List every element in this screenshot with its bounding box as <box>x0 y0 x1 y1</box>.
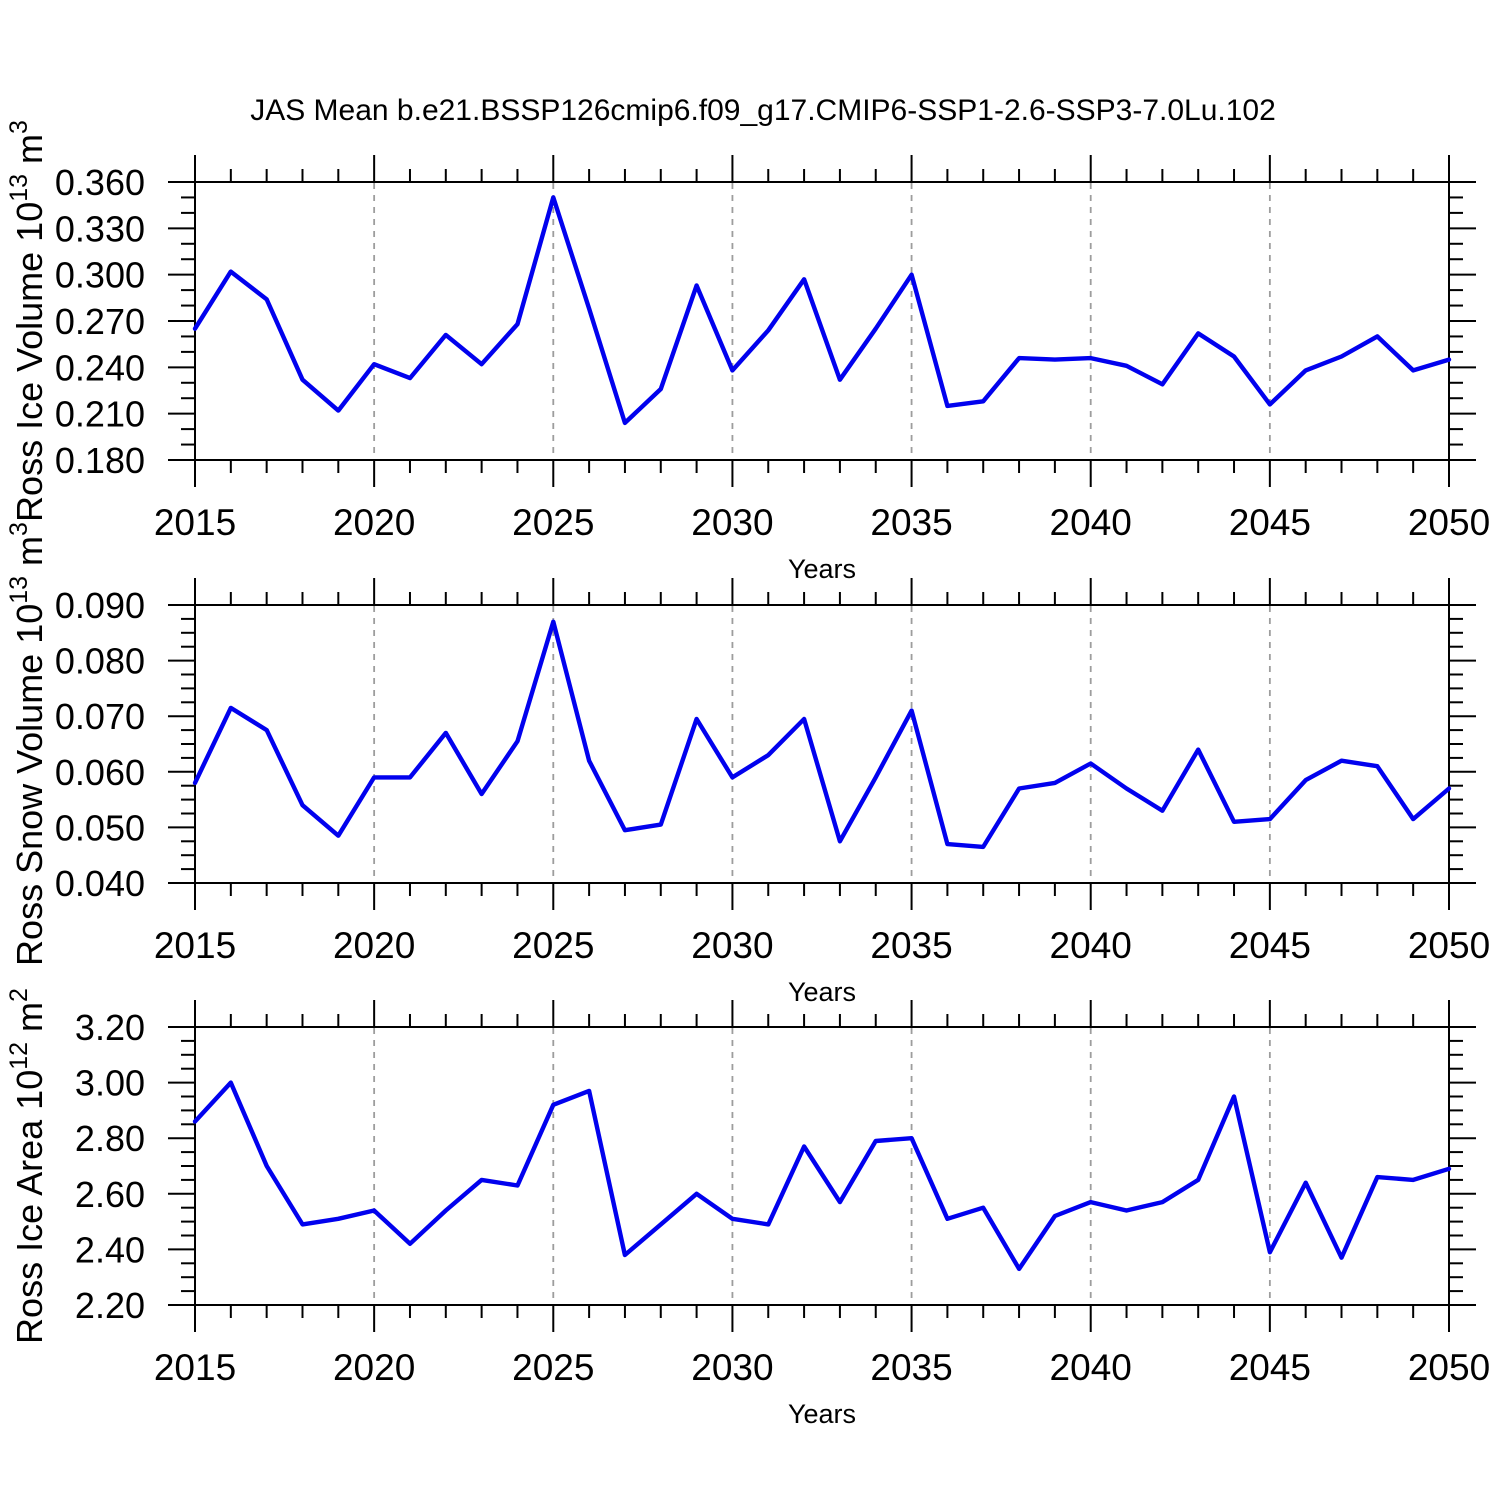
y-tick-label: 0.330 <box>55 208 145 249</box>
y-tick-label: 2.60 <box>75 1174 145 1215</box>
y-axis-title-text: Ross Ice Volume 10 <box>9 202 50 522</box>
y-axis-title-superscript: 2 <box>5 988 33 1002</box>
panel-ross-ice-area: 2.20 2.40 2.60 2.80 3.00 3.20 2015 2020 2025 2030… <box>5 988 1490 1429</box>
y-axis-title-superscript: 3 <box>5 522 33 536</box>
y-tick-label: 0.300 <box>55 255 145 296</box>
y-tick-label: 0.180 <box>55 440 145 481</box>
x-tick-label: 2020 <box>333 925 415 966</box>
y-axis-title-superscript: 3 <box>5 120 33 134</box>
y-tick-label: 0.240 <box>55 347 145 388</box>
panel-ross-ice-volume: 0.180 0.210 0.240 0.270 0.300 0.330 0.360 2015 2… <box>5 120 1490 584</box>
y-axis-title-superscript: 13 <box>5 174 33 202</box>
x-tick-label: 2045 <box>1229 1347 1311 1388</box>
y-axis-title: Ross Snow Volume 1013 m3 <box>5 522 50 966</box>
x-tick-label: 2015 <box>154 502 236 543</box>
x-tick-label: 2035 <box>870 1347 952 1388</box>
axis-frame <box>194 604 1450 884</box>
y-axis-title: Ross Ice Area 1012 m2 <box>5 988 50 1344</box>
x-tick-label: 2050 <box>1408 502 1490 543</box>
data-line-ross-snow-volume <box>192 619 1452 850</box>
y-axis-title-superscript: 13 <box>5 576 33 604</box>
x-tick-label: 2035 <box>870 502 952 543</box>
y-axis-title-superscript: 12 <box>5 1042 33 1070</box>
y-axis-title-text: Ross Ice Area 10 <box>9 1070 50 1344</box>
y-axis-title-text: m <box>9 134 50 174</box>
x-tick-label: 2050 <box>1408 925 1490 966</box>
x-axis-title: Years <box>788 554 856 584</box>
y-tick-label: 0.080 <box>55 641 145 682</box>
y-tick-label: 0.060 <box>55 752 145 793</box>
x-tick-label: 2030 <box>691 925 773 966</box>
y-axis-title: Ross Ice Volume 1013 m3 <box>5 120 50 522</box>
x-tick-label: 2045 <box>1229 925 1311 966</box>
x-tick-label: 2015 <box>154 1347 236 1388</box>
x-axis-title: Years <box>788 1399 856 1429</box>
x-tick-label: 2040 <box>1050 502 1132 543</box>
y-tick-label: 0.070 <box>55 696 145 737</box>
x-tick-label: 2025 <box>512 925 594 966</box>
y-tick-label: 3.00 <box>75 1063 145 1104</box>
y-tick-label: 0.270 <box>55 301 145 342</box>
panel-ross-snow-volume: 0.040 0.050 0.060 0.070 0.080 0.090 2015 2020 20… <box>5 522 1490 1007</box>
y-tick-label: 0.040 <box>55 863 145 904</box>
x-tick-label: 2025 <box>512 502 594 543</box>
x-tick-label: 2050 <box>1408 1347 1490 1388</box>
y-axis-title-text: m <box>9 536 50 576</box>
axis-frame <box>194 181 1450 461</box>
x-tick-label: 2040 <box>1050 925 1132 966</box>
y-tick-label: 0.090 <box>55 585 145 626</box>
x-tick-label: 2035 <box>870 925 952 966</box>
y-tick-label: 2.40 <box>75 1229 145 1270</box>
y-tick-label: 2.20 <box>75 1285 145 1326</box>
data-line-ross-ice-area <box>192 1080 1452 1272</box>
x-tick-label: 2015 <box>154 925 236 966</box>
y-axis-title-text: m <box>9 1002 50 1042</box>
chart-title: JAS Mean b.e21.BSSP126cmip6.f09_g17.CMIP… <box>250 94 1276 127</box>
x-tick-label: 2040 <box>1050 1347 1132 1388</box>
data-line-ross-ice-volume <box>192 195 1452 426</box>
x-tick-label: 2045 <box>1229 502 1311 543</box>
y-tick-label: 3.20 <box>75 1007 145 1048</box>
x-tick-label: 2025 <box>512 1347 594 1388</box>
x-tick-label: 2030 <box>691 502 773 543</box>
y-axis-title-text: Ross Snow Volume 10 <box>9 604 50 966</box>
y-tick-label: 0.050 <box>55 807 145 848</box>
x-axis-title: Years <box>788 977 856 1007</box>
x-tick-label: 2030 <box>691 1347 773 1388</box>
y-tick-label: 0.210 <box>55 394 145 435</box>
axis-frame <box>194 1026 1450 1306</box>
x-tick-label: 2020 <box>333 502 415 543</box>
y-tick-label: 2.80 <box>75 1118 145 1159</box>
y-tick-label: 0.360 <box>55 162 145 203</box>
x-tick-label: 2020 <box>333 1347 415 1388</box>
